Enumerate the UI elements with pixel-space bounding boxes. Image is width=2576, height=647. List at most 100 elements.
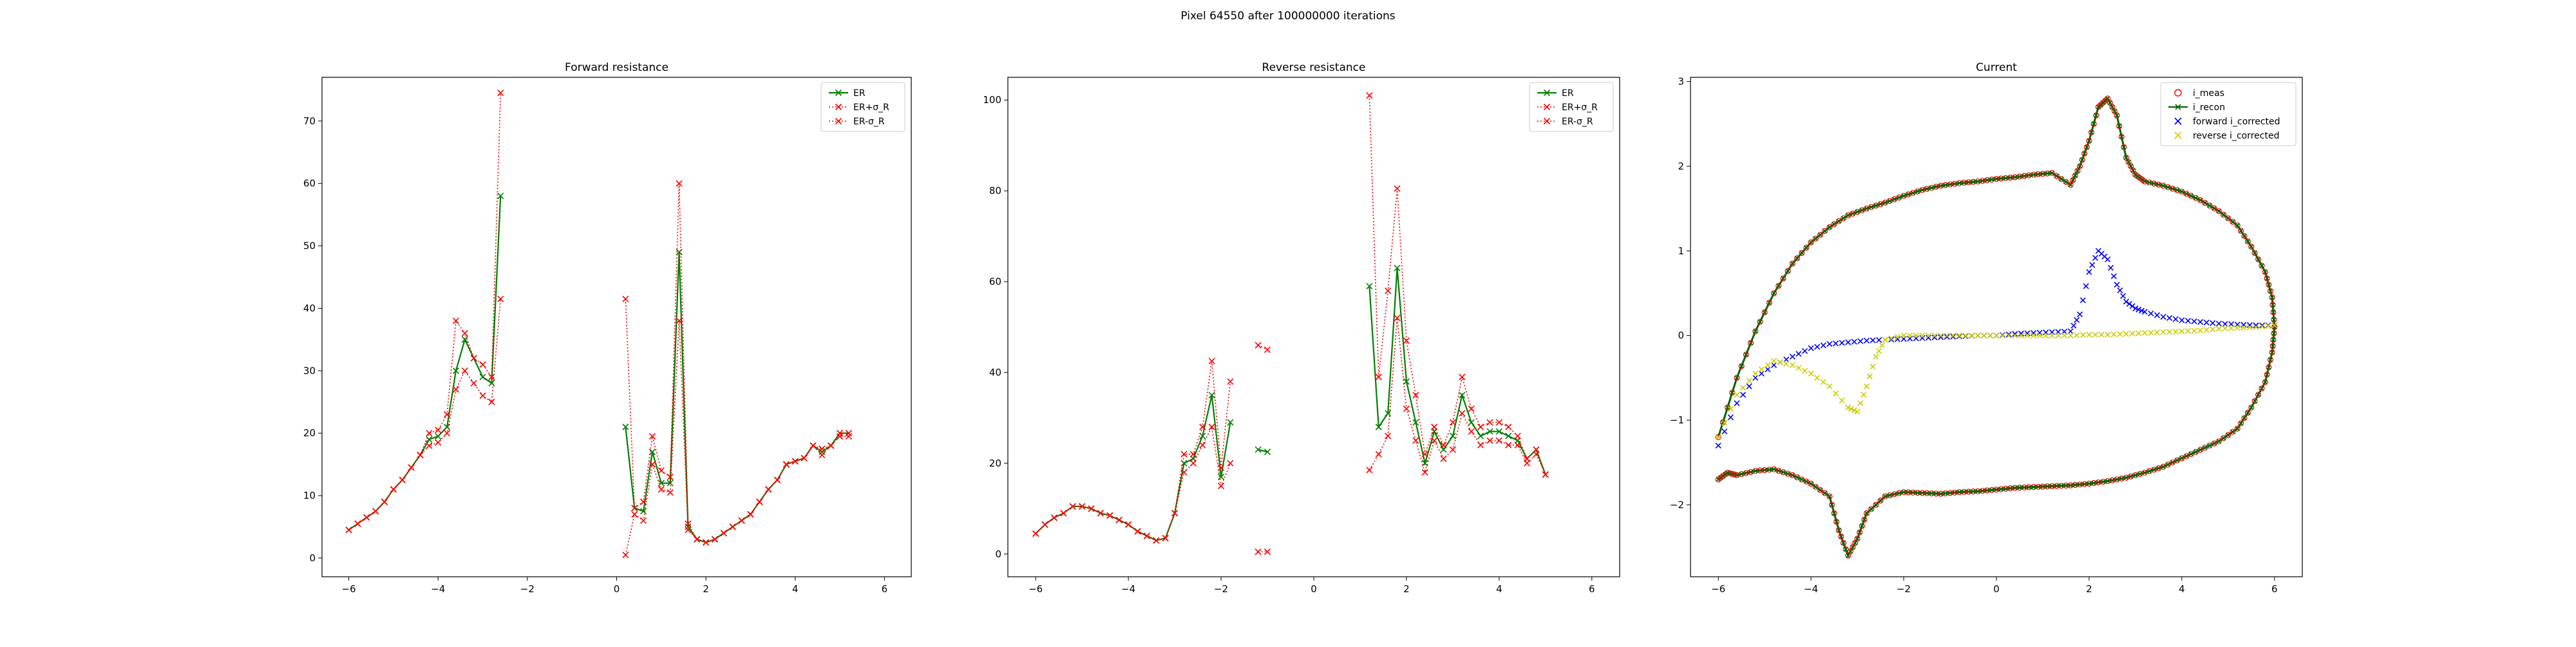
legend-marker — [835, 103, 842, 111]
data-point-2 — [773, 476, 781, 483]
forward-corrected-point — [2246, 322, 2253, 329]
data-point-2 — [720, 530, 727, 537]
x-tick-label: 6 — [2271, 583, 2278, 595]
i-recon-point — [1971, 179, 1976, 184]
i-recon-point — [2017, 174, 2022, 179]
i-recon-point — [1766, 467, 1772, 472]
reverse-corrected-point — [1925, 333, 1932, 339]
i-meas-point — [2114, 476, 2120, 483]
i-meas-point — [1863, 510, 1870, 517]
i-recon-point — [1943, 491, 1948, 496]
data-point-1 — [1514, 432, 1521, 439]
i-recon-point — [2264, 372, 2269, 377]
i-meas-point — [1924, 490, 1930, 496]
i-recon-point — [1994, 177, 1999, 182]
i-recon-point — [1962, 489, 1967, 494]
reverse-corrected-point — [1863, 383, 1870, 390]
i-meas-point — [2269, 294, 2275, 301]
i-meas-point — [2002, 175, 2009, 181]
i-meas-point — [2262, 269, 2269, 275]
i-meas-point — [1961, 179, 1967, 186]
i-recon-point — [1998, 487, 2003, 492]
data-point-0 — [1486, 428, 1493, 435]
i-recon-point — [1956, 490, 1962, 495]
forward-corrected-point — [1801, 348, 1808, 354]
reverse-corrected-point — [2061, 333, 2068, 339]
i-meas-point — [2118, 133, 2125, 140]
forward-corrected-point — [2079, 297, 2086, 304]
i-meas-point — [1965, 179, 1972, 186]
forward-corrected-point — [2215, 320, 2222, 327]
forward-corrected-point — [1944, 334, 1950, 340]
data-point-2 — [1097, 510, 1104, 517]
i-meas-point — [1826, 493, 1833, 499]
reverse-corrected-point — [2092, 331, 2099, 338]
i-meas-point — [2238, 227, 2244, 234]
i-meas-point — [1799, 249, 1805, 256]
i-recon-point — [1813, 484, 1818, 489]
data-point-2 — [1088, 505, 1095, 512]
i-meas-point — [2244, 238, 2251, 245]
forward-corrected-point — [2024, 330, 2031, 336]
data-point-2 — [363, 514, 370, 521]
reverse-corrected-point — [2031, 333, 2037, 339]
x-tick-label: 6 — [1589, 583, 1595, 595]
i-recon-point — [2128, 474, 2134, 479]
i-recon-point — [1850, 545, 1855, 550]
i-recon-point — [1878, 202, 1883, 207]
forward-corrected-point — [1770, 362, 1777, 369]
i-meas-point — [2030, 484, 2037, 490]
i-recon-point — [2087, 138, 2092, 144]
data-point-1 — [1486, 419, 1493, 426]
data-point-0 — [1217, 473, 1225, 481]
y-tick-label: 40 — [303, 302, 316, 314]
i-recon-point — [2059, 177, 2064, 182]
i-recon-point — [2142, 179, 2147, 184]
data-point-2 — [649, 461, 656, 468]
reverse-corrected-point — [1950, 333, 1956, 339]
i-meas-point — [2040, 171, 2046, 177]
i-meas-point — [1951, 489, 1958, 496]
i-meas-point — [1747, 340, 1754, 346]
i-recon-point — [1998, 176, 2003, 181]
i-meas-point — [2072, 481, 2078, 488]
reverse-corrected-point — [2203, 327, 2210, 333]
reverse-corrected-point — [1795, 365, 1802, 371]
i-recon-point — [2045, 171, 2050, 176]
i-recon-point — [2026, 485, 2031, 490]
i-recon-point — [2256, 256, 2261, 262]
i-recon-point — [2270, 302, 2275, 307]
reverse-corrected-point — [1870, 363, 1876, 370]
data-point-2 — [694, 536, 701, 543]
i-recon-point — [2146, 468, 2152, 474]
data-point-2 — [1505, 441, 1512, 449]
data-point-1 — [426, 430, 433, 437]
reverse-corrected-point — [1975, 333, 1981, 339]
i-meas-point — [1840, 539, 1847, 546]
i-meas-point — [2086, 480, 2092, 487]
i-meas-point — [1838, 534, 1844, 540]
reverse-corrected-point — [1814, 374, 1821, 381]
i-recon-point — [1785, 471, 1790, 476]
data-point-2 — [1385, 432, 1392, 439]
i-recon-point — [2077, 164, 2083, 169]
i-meas-point — [1822, 227, 1828, 235]
data-point-2 — [782, 461, 790, 468]
i-recon-point — [1966, 180, 1971, 185]
i-recon-point — [1827, 224, 1832, 230]
i-meas-point — [2230, 218, 2236, 225]
i-recon-point — [1869, 204, 1874, 209]
reverse-corrected-point — [2191, 327, 2197, 334]
reverse-corrected-point — [1808, 371, 1814, 377]
forward-corrected-point — [2110, 273, 2117, 280]
i-meas-point — [1975, 178, 1981, 185]
reverse-corrected-point — [1845, 404, 1852, 410]
i-meas-point — [2206, 202, 2213, 209]
reverse-corrected-point — [1956, 333, 1962, 339]
i-recon-point — [2179, 189, 2184, 194]
i-meas-point — [1715, 434, 1721, 440]
forward-corrected-point — [2172, 316, 2179, 322]
data-point-2 — [1060, 510, 1067, 517]
i-meas-point — [1989, 177, 1995, 183]
data-point-0 — [1459, 392, 1466, 399]
